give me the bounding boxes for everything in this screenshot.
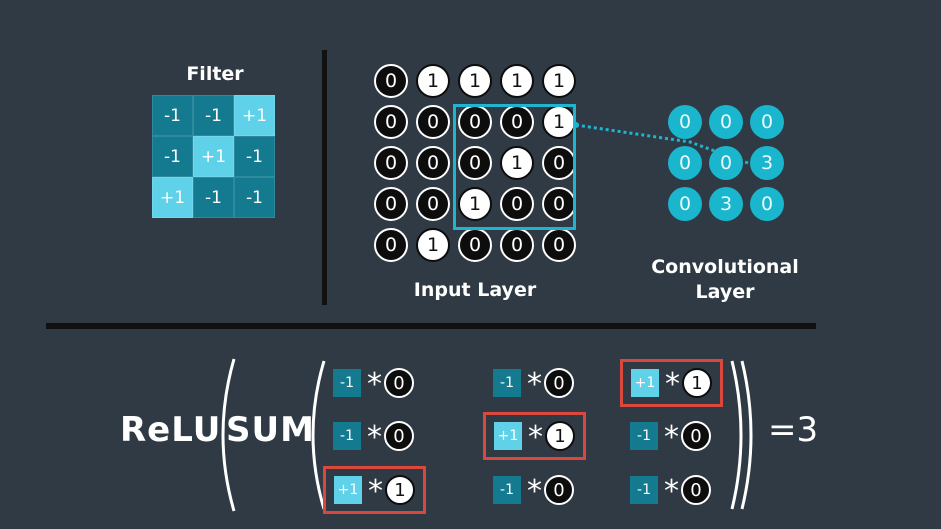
convolutional-cell: 0 — [709, 146, 743, 180]
input-layer-label: Input Layer — [413, 279, 537, 301]
input-cell: 1 — [416, 64, 450, 98]
input-value-circle: 1 — [682, 368, 712, 398]
convolutional-cell: 0 — [709, 105, 743, 139]
input-cell: 1 — [458, 187, 492, 221]
filter-cell: -1 — [234, 136, 275, 177]
weight-square: +1 — [334, 476, 362, 504]
filter-title: Filter — [186, 63, 244, 85]
weight-square: -1 — [493, 369, 521, 397]
input-cell: 0 — [542, 146, 576, 180]
multiply-operator: * — [664, 474, 679, 509]
product-term: +1 * 1 — [483, 412, 586, 460]
input-cell: 0 — [374, 146, 408, 180]
convolutional-cell: 0 — [750, 105, 784, 139]
product-term: -1 * 0 — [630, 418, 711, 454]
input-cell: 0 — [458, 228, 492, 262]
multiply-operator: * — [664, 420, 679, 455]
weight-square: +1 — [631, 369, 659, 397]
input-cell: 0 — [416, 105, 450, 139]
input-cell: 0 — [458, 105, 492, 139]
product-term: -1 * 0 — [493, 365, 574, 401]
product-term: -1 * 0 — [493, 472, 574, 508]
product-term: +1 * 1 — [323, 466, 426, 514]
convolutional-label-line2: Layer — [695, 281, 755, 303]
input-cell: 0 — [500, 187, 534, 221]
convolutional-layer-label: Convolutional Layer — [640, 255, 810, 305]
vertical-divider — [322, 50, 327, 305]
input-cell: 0 — [374, 64, 408, 98]
input-cell: 1 — [416, 228, 450, 262]
filter-cell: -1 — [193, 177, 234, 218]
input-cell: 1 — [542, 105, 576, 139]
filter-cell: +1 — [234, 95, 275, 136]
input-cell: 0 — [416, 187, 450, 221]
weight-square: -1 — [630, 476, 658, 504]
convolutional-cell: 0 — [750, 187, 784, 221]
weight-square: -1 — [493, 476, 521, 504]
input-cell: 0 — [374, 105, 408, 139]
filter-cell: +1 — [193, 136, 234, 177]
input-cell: 0 — [458, 146, 492, 180]
filter-cell: -1 — [193, 95, 234, 136]
input-value-circle: 1 — [385, 475, 415, 505]
relu-label: ReLU — [120, 410, 222, 450]
input-value-circle: 0 — [681, 475, 711, 505]
product-term: -1 * 0 — [333, 365, 414, 401]
multiply-operator: * — [665, 367, 680, 402]
input-value-circle: 0 — [544, 368, 574, 398]
result-label: =3 — [768, 410, 819, 450]
input-value-circle: 0 — [681, 421, 711, 451]
multiply-operator: * — [367, 420, 382, 455]
filter-grid: -1 -1 +1 -1 +1 -1 +1 -1 -1 — [152, 95, 275, 218]
input-value-circle: 1 — [545, 421, 575, 451]
convolutional-label-line1: Convolutional — [651, 256, 799, 278]
input-cell: 1 — [458, 64, 492, 98]
weight-square: -1 — [333, 422, 361, 450]
convolutional-cell: 0 — [668, 146, 702, 180]
input-value-circle: 0 — [384, 368, 414, 398]
product-term: +1 * 1 — [620, 359, 723, 407]
product-term: -1 * 0 — [333, 418, 414, 454]
convolutional-cell: 0 — [668, 105, 702, 139]
multiply-operator: * — [368, 474, 383, 509]
multiply-operator: * — [527, 367, 542, 402]
sum-label: SUM — [226, 410, 315, 450]
filter-window-highlight — [453, 104, 576, 230]
weight-square: -1 — [630, 422, 658, 450]
input-cell: 0 — [542, 187, 576, 221]
weight-square: +1 — [494, 422, 522, 450]
input-cell: 1 — [500, 146, 534, 180]
relu-open-paren — [221, 358, 236, 512]
input-cell: 0 — [416, 146, 450, 180]
convolutional-cell: 0 — [668, 187, 702, 221]
input-cell: 1 — [542, 64, 576, 98]
input-cell: 0 — [374, 187, 408, 221]
close-parens — [730, 360, 753, 510]
filter-cell: +1 — [152, 177, 193, 218]
filter-cell: -1 — [152, 136, 193, 177]
convolutional-cell: 3 — [709, 187, 743, 221]
input-value-circle: 0 — [544, 475, 574, 505]
input-cell: 1 — [500, 64, 534, 98]
sum-open-paren — [311, 360, 326, 510]
product-term: -1 * 0 — [630, 472, 711, 508]
horizontal-divider — [46, 323, 816, 329]
weight-square: -1 — [333, 369, 361, 397]
input-value-circle: 0 — [384, 421, 414, 451]
multiply-operator: * — [527, 474, 542, 509]
multiply-operator: * — [367, 367, 382, 402]
convolutional-cell: 3 — [750, 146, 784, 180]
filter-cell: -1 — [152, 95, 193, 136]
input-cell: 0 — [374, 228, 408, 262]
multiply-operator: * — [528, 420, 543, 455]
filter-cell: -1 — [234, 177, 275, 218]
